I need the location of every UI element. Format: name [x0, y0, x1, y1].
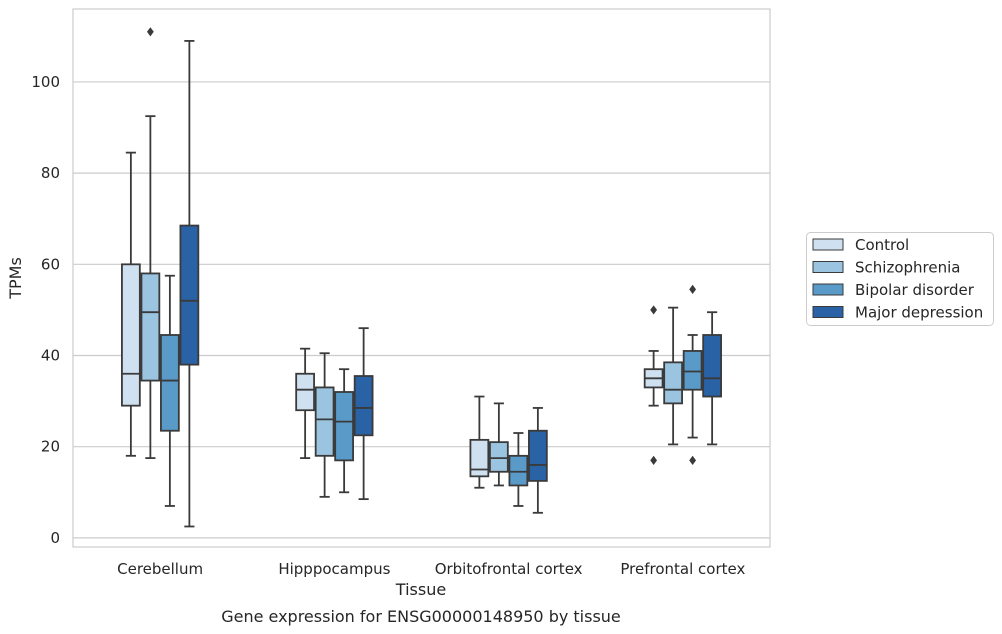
- box-major-depression: [528, 407, 548, 514]
- x-tick-labels: Cerebellum Hipppocampus Orbitofrontal cort…: [117, 560, 745, 578]
- x-axis-label: Tissue: [395, 580, 446, 599]
- box-schizophrenia: [314, 352, 335, 498]
- y-tick-label: 20: [41, 438, 60, 456]
- box-iqr: [121, 263, 141, 407]
- box-iqr: [179, 224, 200, 366]
- box-bipolar-disorder: [160, 274, 180, 507]
- legend-label: Bipolar disorder: [855, 281, 975, 299]
- box-iqr: [353, 375, 374, 437]
- box-control: [121, 151, 141, 457]
- legend-label: Control: [855, 236, 909, 254]
- box-iqr: [469, 438, 490, 478]
- box-iqr: [528, 429, 548, 482]
- grid-lines: [73, 81, 770, 539]
- box-iqr: [140, 272, 161, 382]
- outlier-point: [689, 284, 697, 294]
- box-major-depression: [353, 327, 374, 501]
- legend-label: Major depression: [855, 304, 983, 322]
- y-tick-label: 80: [41, 164, 60, 182]
- box-bipolar-disorder: [334, 368, 354, 494]
- x-tick-label: Hipppocampus: [278, 560, 390, 578]
- legend-swatch: [812, 261, 844, 273]
- y-tick-label: 60: [41, 255, 60, 273]
- box-major-depression: [179, 40, 200, 528]
- legend: Control Schizophrenia Bipolar disorder Majo…: [806, 232, 994, 326]
- box-control: [295, 347, 315, 459]
- box-iqr: [682, 350, 703, 391]
- x-tick-label: Orbitofrontal cortex: [435, 560, 583, 578]
- legend-label: Schizophrenia: [855, 259, 960, 277]
- legend-swatch: [812, 238, 844, 251]
- y-tick-label: 0: [50, 529, 60, 547]
- y-tick-label: 100: [31, 73, 60, 91]
- outlier-point: [650, 305, 658, 315]
- boxes-layer: [121, 27, 722, 528]
- box-bipolar-disorder: [508, 432, 529, 507]
- box-bipolar-disorder: [682, 284, 703, 465]
- box-schizophrenia: [140, 27, 161, 459]
- box-control: [643, 305, 664, 465]
- chart-caption: Gene expression for ENSG00000148950 by t…: [221, 607, 621, 626]
- y-tick-label: 40: [41, 347, 60, 365]
- box-control: [469, 395, 490, 489]
- y-tick-labels: 0 20 40 60 80 100: [31, 73, 60, 547]
- box-schizophrenia: [489, 402, 509, 487]
- x-tick-label: Prefrontal cortex: [620, 560, 745, 578]
- x-tick-label: Cerebellum: [117, 560, 203, 578]
- box-iqr: [160, 334, 180, 432]
- legend-swatch: [812, 283, 844, 296]
- box-major-depression: [702, 311, 722, 446]
- outlier-point: [689, 455, 697, 465]
- outlier-point: [650, 455, 658, 465]
- outlier-point: [146, 27, 154, 37]
- legend-swatch: [812, 306, 844, 318]
- box-iqr: [314, 386, 335, 457]
- box-schizophrenia: [663, 306, 683, 446]
- box-iqr: [663, 361, 683, 405]
- box-iqr: [334, 391, 354, 462]
- plot-frame: [72, 8, 771, 548]
- y-axis-label: TPMs: [6, 257, 25, 300]
- box-iqr: [295, 372, 315, 412]
- box-iqr: [508, 454, 529, 487]
- legend-frame: [806, 232, 994, 326]
- box-iqr: [489, 441, 509, 473]
- box-iqr: [702, 334, 722, 398]
